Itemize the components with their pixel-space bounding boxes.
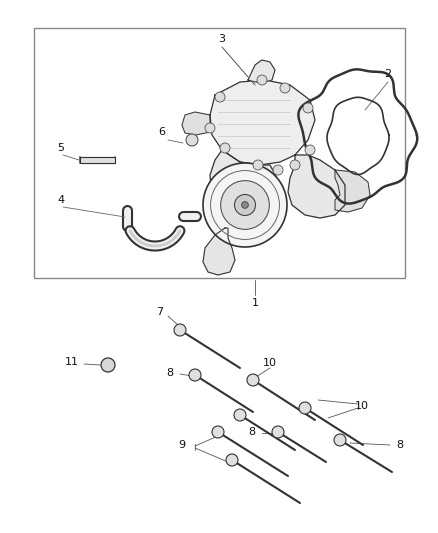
Circle shape [247, 374, 259, 386]
Circle shape [257, 75, 267, 85]
Text: 6: 6 [159, 127, 166, 137]
Circle shape [334, 434, 346, 446]
Circle shape [234, 195, 255, 215]
Text: 2: 2 [385, 69, 392, 79]
Circle shape [280, 83, 290, 93]
Polygon shape [248, 60, 275, 82]
Circle shape [215, 92, 225, 102]
Circle shape [212, 426, 224, 438]
Circle shape [242, 201, 248, 208]
Bar [34, 28, 405, 278]
Circle shape [234, 409, 246, 421]
Circle shape [174, 324, 186, 336]
Text: 9: 9 [178, 440, 186, 450]
Circle shape [203, 163, 287, 247]
Circle shape [253, 160, 263, 170]
Text: 10: 10 [355, 401, 369, 411]
Text: 1: 1 [251, 298, 258, 308]
Polygon shape [80, 157, 115, 163]
Polygon shape [182, 112, 210, 135]
Text: 8: 8 [396, 440, 403, 450]
Polygon shape [288, 155, 345, 218]
Circle shape [299, 402, 311, 414]
Text: 10: 10 [263, 358, 277, 368]
Circle shape [273, 165, 283, 175]
Text: 8: 8 [166, 368, 173, 378]
Text: 3: 3 [219, 34, 226, 44]
Circle shape [189, 369, 201, 381]
Text: 11: 11 [65, 357, 79, 367]
Circle shape [101, 358, 115, 372]
Circle shape [221, 181, 269, 229]
Polygon shape [210, 150, 280, 222]
Polygon shape [210, 80, 315, 165]
Circle shape [290, 160, 300, 170]
Circle shape [305, 145, 315, 155]
Text: 7: 7 [156, 307, 163, 317]
Circle shape [186, 134, 198, 146]
Circle shape [220, 143, 230, 153]
Polygon shape [203, 228, 235, 275]
Circle shape [226, 454, 238, 466]
Circle shape [272, 426, 284, 438]
Polygon shape [335, 170, 370, 212]
Circle shape [205, 123, 215, 133]
Text: 5: 5 [57, 143, 64, 153]
Text: 4: 4 [57, 195, 64, 205]
Circle shape [303, 103, 313, 113]
Text: 8: 8 [248, 427, 255, 437]
